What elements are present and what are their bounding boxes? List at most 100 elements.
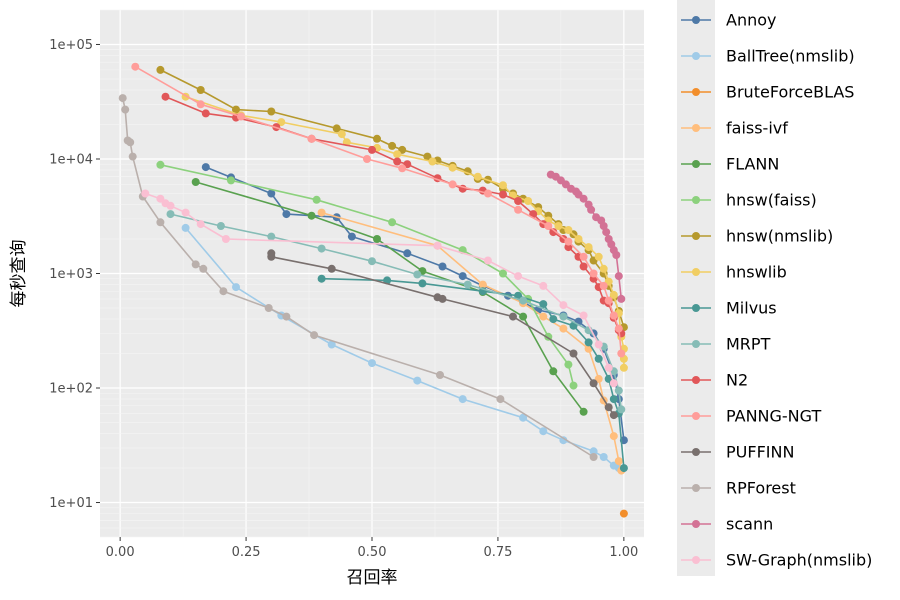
data-point [519,413,528,422]
data-point [393,157,402,166]
data-point [267,252,276,261]
data-point [609,395,618,404]
data-point [604,296,613,305]
data-point [196,86,205,94]
data-point [602,228,611,237]
data-point [599,222,608,230]
data-point [166,201,175,210]
data-point [438,294,447,303]
data-point [436,371,444,379]
data-point [617,349,626,358]
data-point [347,232,356,241]
data-point [463,280,472,289]
data-point [232,283,240,292]
data-point [609,311,618,320]
x-tick-label: 1.00 [609,545,638,560]
data-point [519,312,528,321]
legend-key-point [692,16,700,24]
data-point [221,235,230,243]
data-point [609,411,618,420]
series-line [160,164,575,386]
data-point [388,218,397,227]
x-tick-label: 0.00 [106,545,135,560]
legend-label: PUFFINN [726,443,794,462]
data-point [519,296,528,305]
data-point [589,447,598,456]
data-point [317,208,326,217]
data-point [126,138,135,147]
data-point [227,176,235,185]
legend-item: FLANN [681,155,779,174]
legend-item: scann [681,515,773,534]
series-line [321,211,623,471]
legend-key-point [692,304,700,312]
data-point [282,312,291,321]
data-point [514,197,523,205]
legend-key-point [692,124,700,132]
data-point [307,211,316,220]
data-point [199,264,208,273]
series-line [270,253,615,416]
data-point [282,210,291,219]
y-tick-label: 1e+04 [49,152,93,167]
data-point [514,272,523,281]
data-point [604,363,613,372]
legend-label: Annoy [726,11,776,30]
data-point [584,243,593,252]
legend-item: Milvus [681,299,777,318]
data-point [589,269,598,278]
data-point [428,157,437,166]
legend-label: FLANN [726,155,779,174]
data-point [496,395,505,404]
legend-label: BruteForceBLAS [726,83,854,102]
data-point [594,354,603,363]
legend-label: faiss-ivf [726,119,788,138]
data-point [121,105,130,114]
legend-item: N2 [681,371,748,390]
legend-label: BallTree(nmslib) [726,47,855,66]
legend-key-point [692,340,700,348]
data-point [373,235,381,243]
legend-key-point [692,268,700,276]
data-point [196,100,205,109]
legend-label: RPForest [726,479,796,498]
data-point [604,403,613,412]
data-point [499,190,507,199]
data-point [398,164,407,173]
legend-key-point [692,196,700,204]
data-point [413,270,422,279]
series-scann [546,170,626,303]
data-point [569,381,578,390]
data-point [614,457,623,466]
legend-item: SW-Graph(nmslib) [681,551,872,570]
legend-label: hnswlib [726,263,787,282]
legend-label: PANNG-NGT [726,407,821,426]
data-point [483,256,492,265]
data-point [559,312,568,321]
data-point [393,150,402,159]
data-point [612,251,621,259]
data-point [156,194,165,203]
legend-key-point [692,412,700,420]
data-point [267,189,276,198]
series-hnsw-faiss- [156,160,578,390]
data-point [564,226,573,234]
legend-key-point [692,448,700,456]
data-point [312,195,321,204]
data-point [473,172,482,181]
series-layer [118,62,628,518]
data-point [579,311,588,320]
data-point [564,237,573,246]
data-point [216,222,225,230]
legend-key-point [692,484,700,492]
legend-item: PANNG-NGT [681,407,821,426]
data-point [549,228,558,237]
data-point [599,264,608,273]
data-point [539,427,548,436]
data-point [609,379,618,388]
data-point [554,222,563,230]
data-point [423,152,432,161]
data-point [617,405,626,414]
data-point [327,264,336,273]
